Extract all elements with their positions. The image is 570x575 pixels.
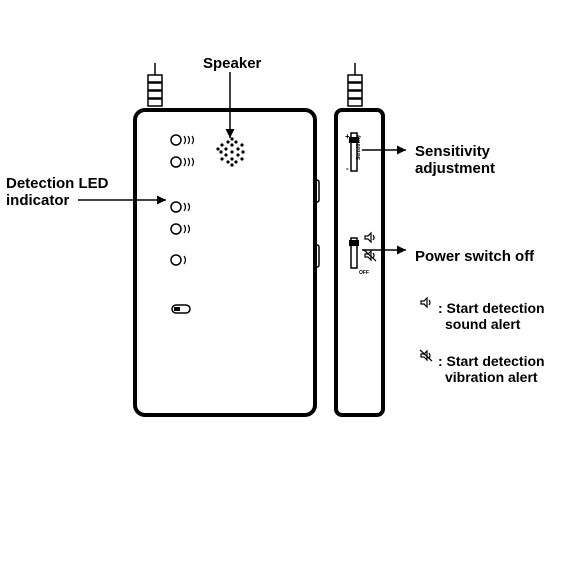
svg-text:+: +	[345, 132, 350, 141]
vibration-alert-label-1: : Start detection	[438, 353, 545, 369]
detection-led-label-1: Detection LED	[6, 175, 109, 192]
speaker-label: Speaker	[203, 55, 261, 72]
power-switch-label: Power switch off	[415, 248, 534, 265]
sensitivity-label-2: adjustment	[415, 160, 495, 177]
device-diagram: + - Sensitivity OFF	[0, 0, 570, 575]
detection-led-label-2: indicator	[6, 192, 69, 209]
vibration-alert-label-2: vibration alert	[445, 369, 538, 385]
sound-alert-label-2: sound alert	[445, 316, 520, 332]
svg-text:-: -	[346, 164, 349, 173]
svg-text:OFF: OFF	[359, 270, 369, 276]
sensitivity-label-1: Sensitivity	[415, 143, 490, 160]
svg-text:Sensitivity: Sensitivity	[356, 135, 362, 160]
sound-alert-label-1: : Start detection	[438, 300, 545, 316]
